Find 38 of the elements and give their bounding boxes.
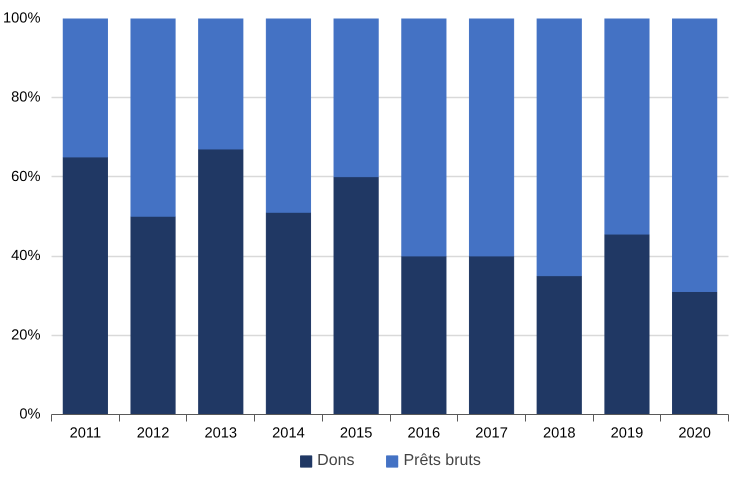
bar [468,256,514,414]
bar [536,276,582,414]
bar [266,212,312,414]
x-tick-label: 2015 [340,426,372,442]
x-tick-label: 2020 [678,426,711,442]
x-tick-label: 2016 [408,426,440,442]
bar [672,291,718,414]
bar [62,18,108,158]
bar [130,18,176,217]
legend-label: Prêts bruts [404,452,481,470]
bar [334,18,379,178]
x-tick-label: 2011 [70,426,102,442]
y-tick-label: 100% [3,10,41,26]
x-tick-label: 2012 [136,426,170,442]
y-tick-label: 60% [11,168,41,185]
y-tick-label: 0% [19,406,41,422]
bar [536,18,582,276]
y-tick-label: 20% [11,327,41,344]
bar [198,148,244,414]
x-tick-label: 2019 [610,426,644,442]
bar [198,18,244,150]
bar [401,18,446,256]
y-tick-label: 40% [11,248,41,264]
x-tick-label: 2017 [475,426,508,442]
bar [401,256,446,414]
x-tick-label: 2013 [204,426,238,442]
x-tick-label: 2018 [542,426,576,442]
bar [334,176,379,414]
bar [672,18,718,292]
bar [468,18,514,256]
x-tick-label: 2014 [272,426,305,442]
y-tick-label: 80% [11,90,41,106]
bar [266,18,312,213]
bar [604,234,650,414]
bar [130,216,176,414]
bar [604,18,650,235]
bar [62,156,108,414]
legend-label: Dons [317,452,354,470]
